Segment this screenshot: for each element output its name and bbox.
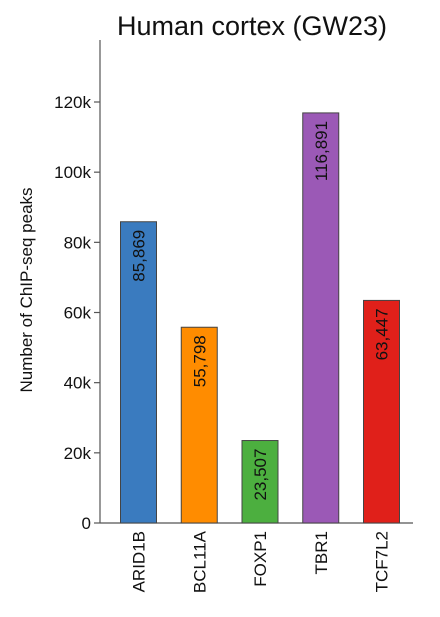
data-label-foxp1: 23,507 — [251, 449, 270, 501]
bar-tcf7l2 — [363, 299, 400, 524]
y-ticks: 0 20k 40k 60k 80k 100k 120k — [54, 93, 100, 533]
y-tick-label: 100k — [54, 163, 91, 182]
y-tick-label: 60k — [64, 304, 92, 323]
bar-arid1b — [120, 221, 157, 524]
y-tick-label: 0 — [82, 514, 91, 533]
y-tick-label: 40k — [64, 374, 92, 393]
y-axis-label: Number of ChIP-seq peaks — [17, 187, 36, 392]
data-label-bcl11a: 55,798 — [190, 335, 209, 387]
x-tick-label-bcl11a: BCL11A — [190, 530, 209, 593]
x-tick-label-tcf7l2: TCF7L2 — [373, 531, 392, 592]
y-tick-label: 120k — [54, 93, 91, 112]
chart-title: Human cortex (GW23) — [117, 11, 387, 41]
bar-tbr1 — [302, 112, 340, 524]
bar-bcl11a — [180, 326, 218, 524]
data-label-arid1b: 85,869 — [130, 230, 149, 282]
y-tick-label: 20k — [64, 444, 92, 463]
x-tick-label-arid1b: ARID1B — [130, 531, 149, 592]
data-label-tbr1: 116,891 — [312, 121, 331, 181]
bar-foxp1 — [241, 440, 279, 524]
y-tick-label: 80k — [64, 233, 92, 252]
x-tick-label-tbr1: TBR1 — [312, 531, 331, 574]
bars: 85,869 55,798 23,507 116,891 63,447 — [120, 112, 400, 524]
data-label-tcf7l2: 63,447 — [373, 308, 392, 360]
x-tick-labels: ARID1B BCL11A FOXP1 TBR1 TCF7L2 — [130, 530, 392, 593]
x-tick-label-foxp1: FOXP1 — [251, 531, 270, 587]
